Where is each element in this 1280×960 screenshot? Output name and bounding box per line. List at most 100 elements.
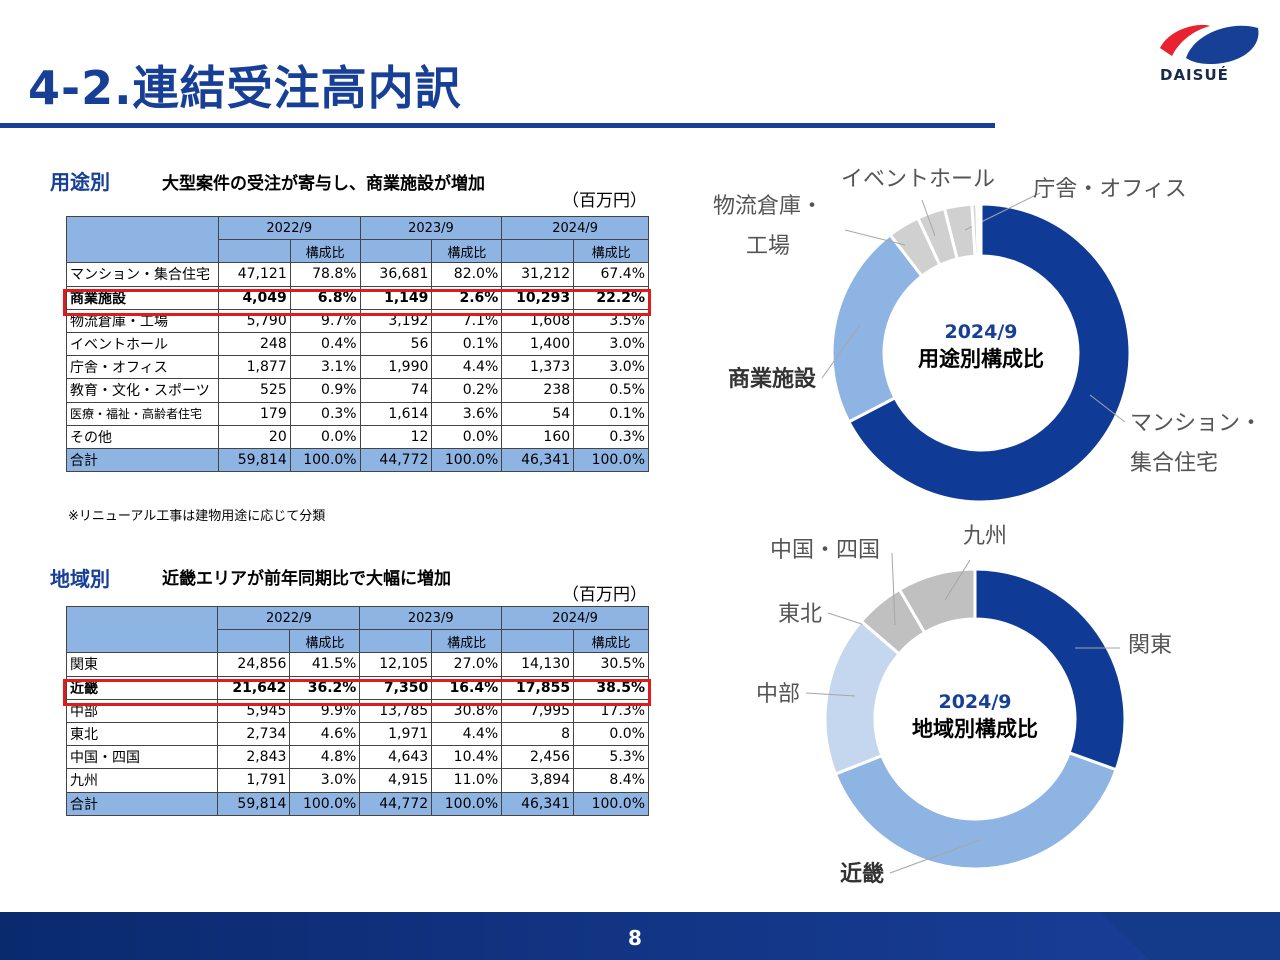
subheader-blank <box>501 239 575 264</box>
slice-label: イベントホール <box>841 167 995 192</box>
table-cell: 1,971 <box>359 721 433 747</box>
table-cell: 4.6% <box>289 721 361 747</box>
subheader-blank <box>217 629 291 654</box>
total-cell: 46,341 <box>501 447 575 473</box>
leader-line <box>821 324 861 379</box>
daisue-logo <box>1160 24 1259 64</box>
region-unit: （百万円） <box>562 585 647 605</box>
table-cell: 4.4% <box>431 355 503 380</box>
table-subheader-row: 構成比 構成比 構成比 <box>67 239 649 264</box>
table-cell: 1,791 <box>217 768 291 793</box>
table-cell: 1,608 <box>501 308 575 333</box>
page-title: 4-2.連結受注高内訳 <box>28 61 462 115</box>
slice-label: 工場 <box>746 234 790 259</box>
row-label: マンション・集合住宅 <box>66 262 219 287</box>
ratio-header: 構成比 <box>431 629 503 654</box>
table-row: その他 20 0.0% 12 0.0% 160 0.3% <box>66 424 649 449</box>
highlight-box-kinki <box>63 679 651 706</box>
total-cell: 44,772 <box>359 447 433 473</box>
table-cell: 160 <box>501 424 575 449</box>
table-cell: 0.1% <box>431 331 503 357</box>
total-row: 合計 59,814 100.0% 44,772 100.0% 46,341 100.0% <box>65 791 649 816</box>
table-cell: 1,877 <box>217 355 291 380</box>
table-cell: 3.1% <box>289 355 361 380</box>
leader-line <box>1089 394 1126 423</box>
table-cell: 0.2% <box>431 378 503 403</box>
table-cell: 238 <box>501 378 575 403</box>
ratio-header: 構成比 <box>573 629 649 654</box>
table-cell: 2,843 <box>217 745 291 770</box>
table-cell: 10.4% <box>431 745 503 770</box>
usage-section-label: 用途別 <box>50 170 110 194</box>
table-cell: 9.7% <box>289 308 361 333</box>
leader-line <box>844 229 906 246</box>
table-cell: 3,192 <box>359 308 433 333</box>
total-cell: 100.0% <box>289 447 361 473</box>
year-header: 2024/9 <box>501 605 649 631</box>
ratio-header: 構成比 <box>289 239 361 264</box>
ratio-header: 構成比 <box>289 629 361 654</box>
chart-center-subtitle: 地域別構成比 <box>912 717 1038 741</box>
table-cell: 3,894 <box>501 768 575 793</box>
table-cell: 11.0% <box>431 768 503 793</box>
slice-label: 九州 <box>963 524 1007 549</box>
subheader-blank <box>217 239 291 264</box>
table-cell: 56 <box>359 331 433 357</box>
donut-slice <box>833 750 1119 871</box>
region-headline: 近畿エリアが前年同期比で大幅に増加 <box>162 569 451 589</box>
table-cell: 3.0% <box>289 768 361 793</box>
total-row: 合計 59,814 100.0% 44,772 100.0% 46,341 100.0% <box>66 447 649 473</box>
table-cell: 1,990 <box>359 355 433 380</box>
table-row: 九州 1,791 3.0% 4,915 11.0% 3,894 8.4% <box>65 768 649 793</box>
table-cell: 12,105 <box>359 652 433 677</box>
table-row: 中部 5,945 9.9% 13,785 30.8% 7,995 17.3% <box>65 698 649 723</box>
table-cell: 82.0% <box>431 262 503 287</box>
table-cell: 24,856 <box>217 652 291 677</box>
table-cell: 2,734 <box>217 721 291 747</box>
chart-center-title: 2024/9 <box>944 321 1017 343</box>
logo-text: DAISUÉ <box>1160 66 1229 84</box>
table-cell: 0.1% <box>573 401 649 426</box>
leader-line <box>921 199 936 237</box>
ratio-header: 構成比 <box>573 239 649 264</box>
donut-charts: マンション・集合住宅 商業施設 物流倉庫・工場 イベントホール 庁舎・オフィス 2024/… <box>713 167 1262 887</box>
table-cell: 14,130 <box>501 652 575 677</box>
leader-line <box>805 692 856 697</box>
subheader-blank <box>359 629 433 654</box>
table-row: イベントホール 248 0.4% 56 0.1% 1,400 3.0% <box>66 331 649 357</box>
table-cell: 7.1% <box>431 308 503 333</box>
table-row: 関東 24,856 41.5% 12,105 27.0% 14,130 30.5% <box>65 652 649 677</box>
total-cell: 59,814 <box>217 791 291 816</box>
header-blank <box>66 215 219 264</box>
usage-table: 2022/9 2023/9 2024/9 構成比 構成比 構成比 マンション・集合住宅 47,… <box>66 215 649 473</box>
ratio-header: 構成比 <box>431 239 503 264</box>
table-row: 医療・福祉・高齢者住宅 179 0.3% 1,614 3.6% 54 0.1% <box>66 401 649 426</box>
chart-center-title: 2024/9 <box>938 691 1011 713</box>
slice-label: 商業施設 <box>728 366 817 392</box>
year-header: 2023/9 <box>359 605 503 631</box>
donut-slice <box>830 232 924 424</box>
table-cell: 0.9% <box>289 378 361 403</box>
title-underline <box>0 123 995 128</box>
row-label: 教育・文化・スポーツ <box>66 378 219 403</box>
total-cell: 100.0% <box>431 447 503 473</box>
usage-unit: （百万円） <box>562 191 647 211</box>
table-cell: 3.0% <box>573 355 649 380</box>
year-header: 2024/9 <box>501 215 649 241</box>
slice-label: 中部 <box>756 682 800 707</box>
row-label: 中部 <box>65 698 219 723</box>
slice-label: マンション・ <box>1130 411 1262 436</box>
table-cell: 0.0% <box>431 424 503 449</box>
table-cell: 2,456 <box>501 745 575 770</box>
table-cell: 1,373 <box>501 355 575 380</box>
total-cell: 46,341 <box>501 791 575 816</box>
page-number: 8 <box>628 926 642 950</box>
table-cell: 4.8% <box>289 745 361 770</box>
footer-bar <box>0 912 1280 960</box>
table-cell: 0.5% <box>573 378 649 403</box>
total-label: 合計 <box>65 791 219 816</box>
table-cell: 31,212 <box>501 262 575 287</box>
table-row: 東北 2,734 4.6% 1,971 4.4% 8 0.0% <box>65 721 649 747</box>
slice-label: 近畿 <box>840 861 884 887</box>
table-cell: 13,785 <box>359 698 433 723</box>
